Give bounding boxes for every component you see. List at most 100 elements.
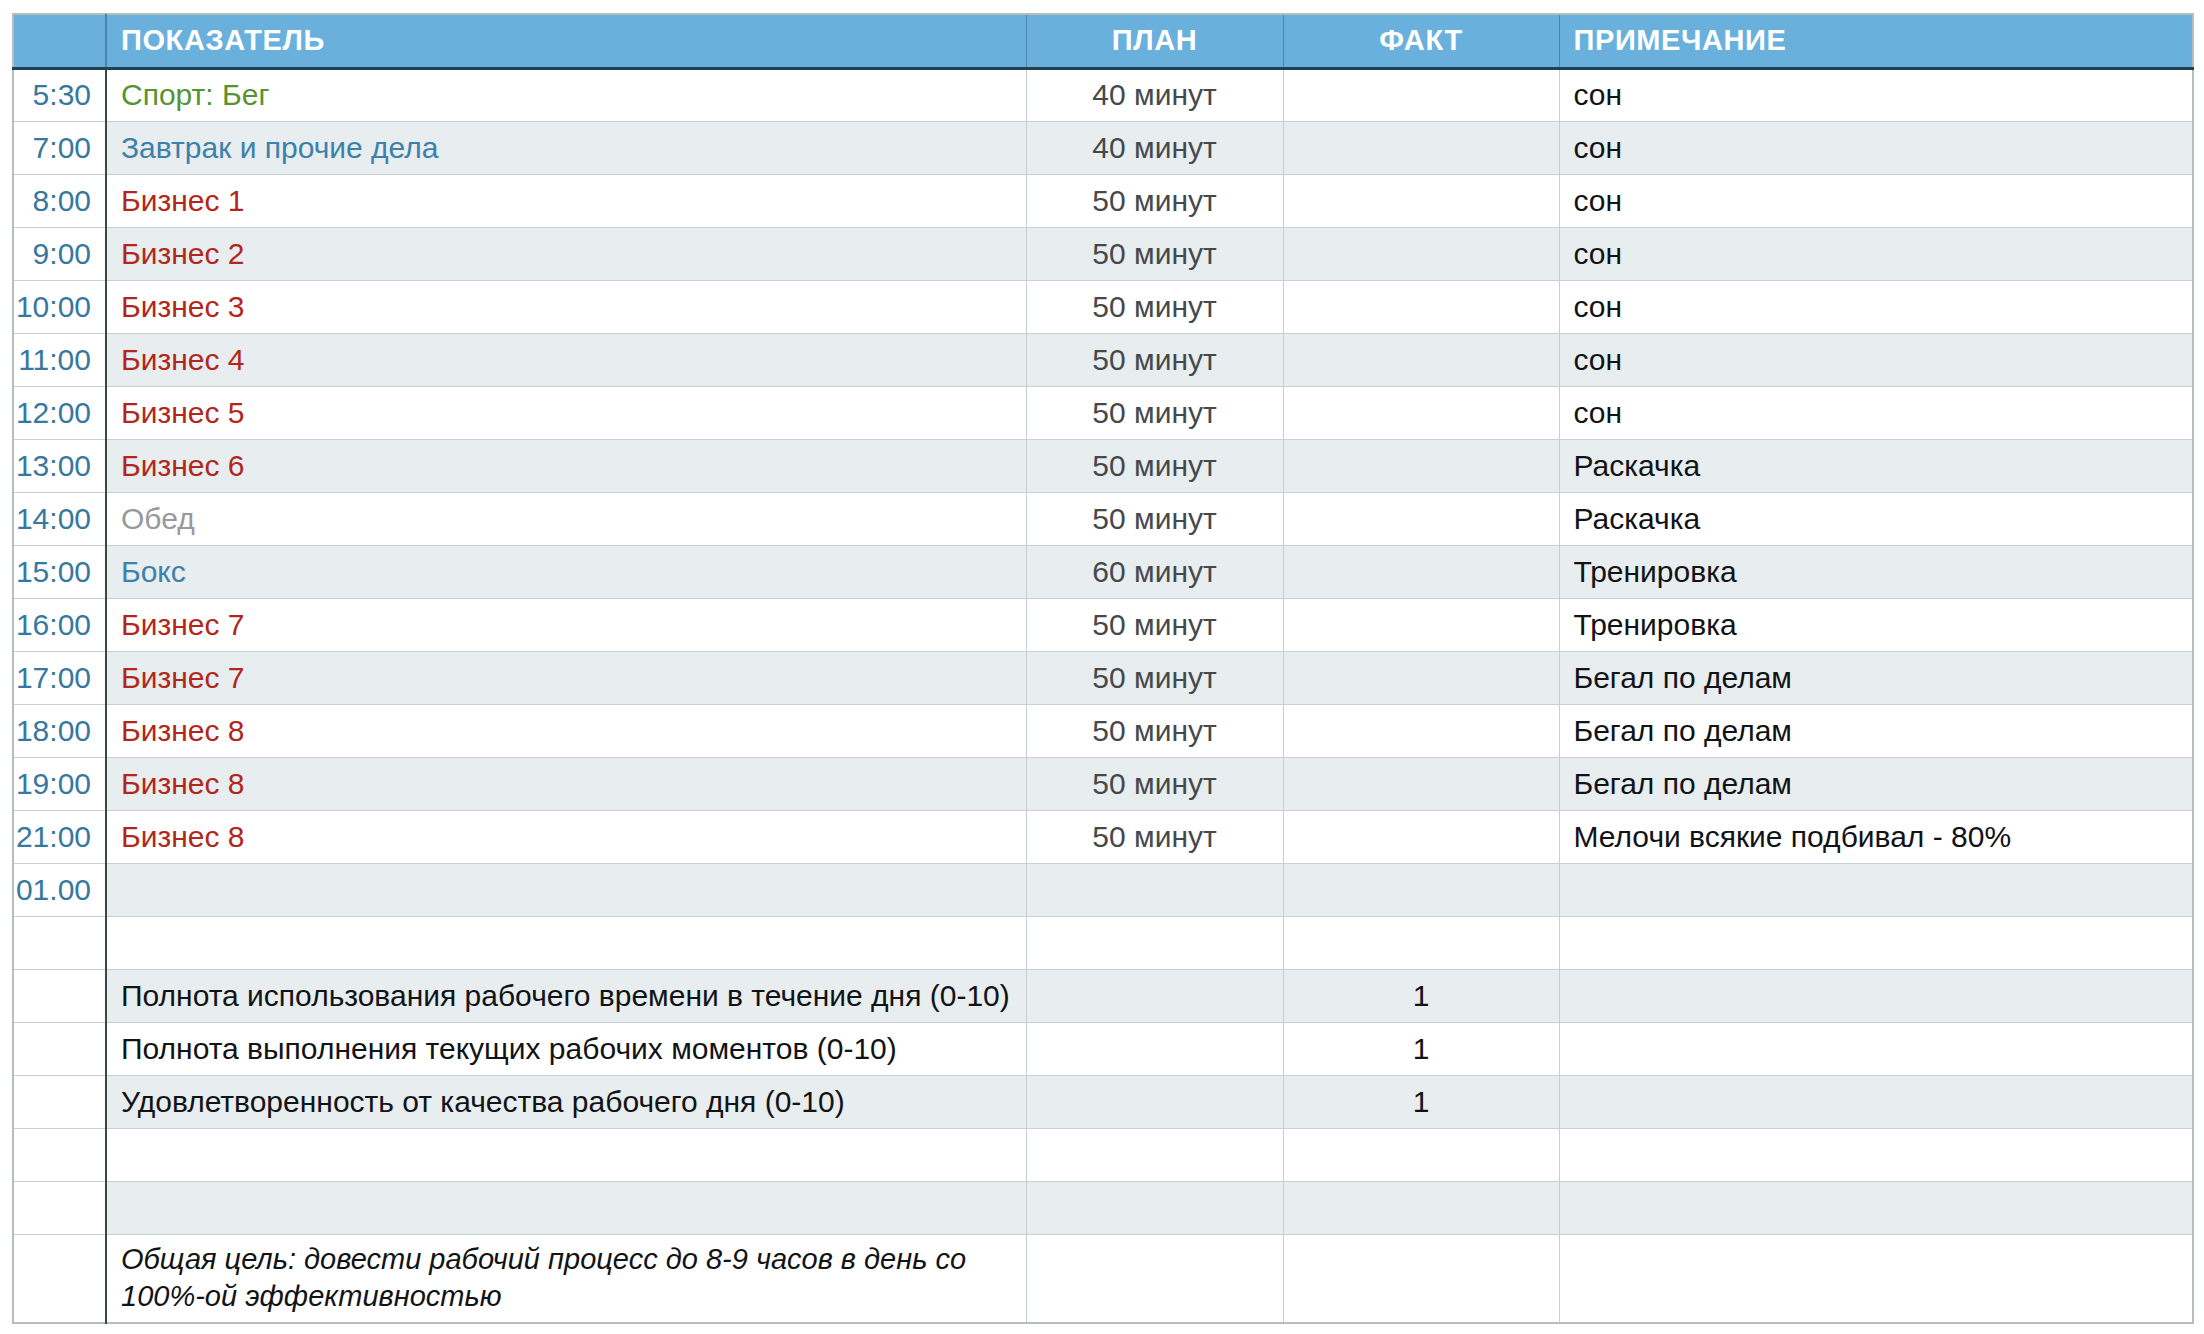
cell-fact[interactable] bbox=[1283, 280, 1559, 333]
cell-note[interactable]: Раскачка bbox=[1559, 439, 2193, 492]
cell-time[interactable]: 13:00 bbox=[13, 439, 106, 492]
cell-fact[interactable] bbox=[1283, 492, 1559, 545]
header-cell-indicator[interactable]: ПОКАЗАТЕЛЬ bbox=[106, 14, 1026, 68]
cell-indicator[interactable]: Бизнес 4 bbox=[106, 333, 1026, 386]
cell-plan[interactable] bbox=[1026, 863, 1283, 916]
cell-plan[interactable] bbox=[1026, 1075, 1283, 1128]
cell-indicator[interactable]: Обед bbox=[106, 492, 1026, 545]
cell-indicator[interactable] bbox=[106, 1128, 1026, 1181]
cell-time[interactable]: 7:00 bbox=[13, 121, 106, 174]
cell-plan[interactable]: 50 минут bbox=[1026, 492, 1283, 545]
cell-plan[interactable]: 40 минут bbox=[1026, 121, 1283, 174]
cell-note[interactable] bbox=[1559, 969, 2193, 1022]
cell-note[interactable]: Бегал по делам bbox=[1559, 757, 2193, 810]
cell-time[interactable]: 17:00 bbox=[13, 651, 106, 704]
cell-plan[interactable] bbox=[1026, 1022, 1283, 1075]
cell-plan[interactable]: 50 минут bbox=[1026, 174, 1283, 227]
cell-note[interactable] bbox=[1559, 863, 2193, 916]
cell-time[interactable] bbox=[13, 1128, 106, 1181]
cell-indicator[interactable] bbox=[106, 916, 1026, 969]
cell-time[interactable] bbox=[13, 1075, 106, 1128]
cell-indicator[interactable]: Бизнес 1 bbox=[106, 174, 1026, 227]
header-cell-time[interactable] bbox=[13, 14, 106, 68]
cell-note[interactable]: сон bbox=[1559, 227, 2193, 280]
cell-fact[interactable] bbox=[1283, 68, 1559, 121]
cell-note[interactable]: сон bbox=[1559, 386, 2193, 439]
cell-time[interactable]: 15:00 bbox=[13, 545, 106, 598]
cell-fact[interactable] bbox=[1283, 333, 1559, 386]
cell-indicator[interactable]: Бокс bbox=[106, 545, 1026, 598]
cell-time[interactable]: 5:30 bbox=[13, 68, 106, 121]
cell-note[interactable]: сон bbox=[1559, 68, 2193, 121]
cell-fact[interactable] bbox=[1283, 598, 1559, 651]
cell-plan[interactable]: 50 минут bbox=[1026, 386, 1283, 439]
cell-fact[interactable] bbox=[1283, 1128, 1559, 1181]
cell-time[interactable] bbox=[13, 1234, 106, 1323]
cell-note[interactable]: Бегал по делам bbox=[1559, 651, 2193, 704]
cell-plan[interactable]: 60 минут bbox=[1026, 545, 1283, 598]
cell-plan[interactable]: 40 минут bbox=[1026, 68, 1283, 121]
cell-fact[interactable] bbox=[1283, 916, 1559, 969]
cell-plan[interactable]: 50 минут bbox=[1026, 333, 1283, 386]
cell-note[interactable] bbox=[1559, 1075, 2193, 1128]
cell-plan[interactable] bbox=[1026, 1234, 1283, 1323]
cell-plan[interactable] bbox=[1026, 1128, 1283, 1181]
cell-time[interactable]: 16:00 bbox=[13, 598, 106, 651]
cell-time[interactable] bbox=[13, 916, 106, 969]
cell-note[interactable] bbox=[1559, 1022, 2193, 1075]
cell-note[interactable]: Тренировка bbox=[1559, 545, 2193, 598]
cell-fact[interactable] bbox=[1283, 174, 1559, 227]
cell-indicator[interactable]: Бизнес 6 bbox=[106, 439, 1026, 492]
cell-time[interactable]: 8:00 bbox=[13, 174, 106, 227]
cell-time[interactable]: 9:00 bbox=[13, 227, 106, 280]
cell-plan[interactable]: 50 минут bbox=[1026, 651, 1283, 704]
cell-note[interactable] bbox=[1559, 1234, 2193, 1323]
cell-note[interactable]: Бегал по делам bbox=[1559, 704, 2193, 757]
cell-plan[interactable]: 50 минут bbox=[1026, 280, 1283, 333]
cell-fact[interactable] bbox=[1283, 227, 1559, 280]
cell-note[interactable] bbox=[1559, 916, 2193, 969]
cell-fact[interactable] bbox=[1283, 1181, 1559, 1234]
cell-note[interactable] bbox=[1559, 1181, 2193, 1234]
cell-indicator[interactable]: Полнота использования рабочего времени в… bbox=[106, 969, 1026, 1022]
cell-time[interactable]: 18:00 bbox=[13, 704, 106, 757]
cell-indicator[interactable]: Бизнес 8 bbox=[106, 757, 1026, 810]
cell-indicator[interactable]: Спорт: Бег bbox=[106, 68, 1026, 121]
cell-goal[interactable]: Общая цель: довести рабочий процесс до 8… bbox=[106, 1234, 1026, 1323]
cell-note[interactable]: сон bbox=[1559, 333, 2193, 386]
cell-plan[interactable]: 50 минут bbox=[1026, 810, 1283, 863]
header-cell-fact[interactable]: ФАКТ bbox=[1283, 14, 1559, 68]
cell-indicator[interactable]: Бизнес 5 bbox=[106, 386, 1026, 439]
cell-indicator[interactable]: Бизнес 8 bbox=[106, 704, 1026, 757]
cell-indicator[interactable]: Завтрак и прочие дела bbox=[106, 121, 1026, 174]
cell-time[interactable]: 19:00 bbox=[13, 757, 106, 810]
cell-indicator[interactable]: Бизнес 2 bbox=[106, 227, 1026, 280]
cell-note[interactable]: Раскачка bbox=[1559, 492, 2193, 545]
cell-fact[interactable] bbox=[1283, 704, 1559, 757]
cell-fact[interactable] bbox=[1283, 121, 1559, 174]
cell-fact[interactable] bbox=[1283, 810, 1559, 863]
cell-fact[interactable]: 1 bbox=[1283, 1075, 1559, 1128]
cell-note[interactable] bbox=[1559, 1128, 2193, 1181]
cell-time[interactable] bbox=[13, 1022, 106, 1075]
cell-time[interactable]: 21:00 bbox=[13, 810, 106, 863]
cell-indicator[interactable] bbox=[106, 1181, 1026, 1234]
cell-note[interactable]: сон bbox=[1559, 280, 2193, 333]
cell-time[interactable]: 01.00 bbox=[13, 863, 106, 916]
cell-time[interactable] bbox=[13, 969, 106, 1022]
cell-note[interactable]: Тренировка bbox=[1559, 598, 2193, 651]
header-cell-plan[interactable]: ПЛАН bbox=[1026, 14, 1283, 68]
cell-note[interactable]: сон bbox=[1559, 174, 2193, 227]
cell-fact[interactable] bbox=[1283, 545, 1559, 598]
cell-plan[interactable] bbox=[1026, 969, 1283, 1022]
cell-plan[interactable]: 50 минут bbox=[1026, 227, 1283, 280]
cell-fact[interactable] bbox=[1283, 651, 1559, 704]
cell-time[interactable]: 10:00 bbox=[13, 280, 106, 333]
cell-time[interactable] bbox=[13, 1181, 106, 1234]
cell-plan[interactable]: 50 минут bbox=[1026, 598, 1283, 651]
cell-indicator[interactable]: Бизнес 7 bbox=[106, 651, 1026, 704]
cell-fact[interactable]: 1 bbox=[1283, 1022, 1559, 1075]
cell-indicator[interactable]: Бизнес 7 bbox=[106, 598, 1026, 651]
cell-fact[interactable] bbox=[1283, 439, 1559, 492]
cell-time[interactable]: 11:00 bbox=[13, 333, 106, 386]
